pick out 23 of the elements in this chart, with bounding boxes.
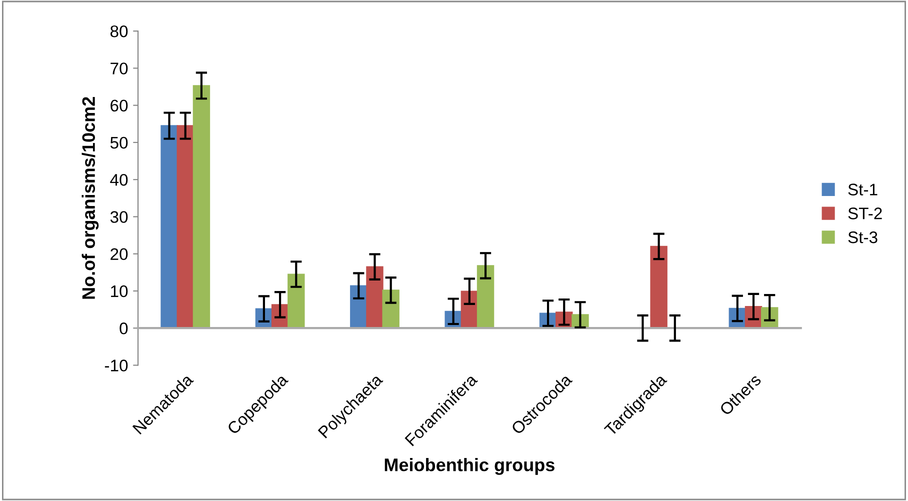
bar	[176, 125, 194, 329]
y-tick-label: 80	[110, 25, 128, 38]
y-tick-label: 70	[110, 62, 128, 74]
y-tick-label: 30	[110, 211, 128, 223]
y-tick-label: 50	[110, 136, 128, 149]
y-tick-label: 20	[110, 248, 128, 260]
bar	[650, 246, 668, 329]
y-tick-label: 0	[120, 322, 128, 334]
bar	[192, 85, 210, 329]
legend-label: St-3	[848, 231, 878, 244]
legend-label: St-1	[848, 184, 878, 196]
y-tick-label: 40	[110, 174, 128, 186]
y-tick-label: 10	[111, 285, 128, 298]
x-axis-title: Meiobenthic groups	[384, 458, 554, 475]
y-tick-label: 60	[110, 100, 128, 112]
y-axis-title: No.of organisms/10cm2	[82, 97, 99, 299]
bar	[160, 125, 178, 329]
bar	[476, 265, 494, 329]
bar	[366, 266, 384, 329]
bar	[382, 290, 400, 329]
legend-label: ST-2	[848, 208, 882, 220]
bar	[288, 274, 305, 329]
y-tick-label: -10	[104, 360, 128, 372]
